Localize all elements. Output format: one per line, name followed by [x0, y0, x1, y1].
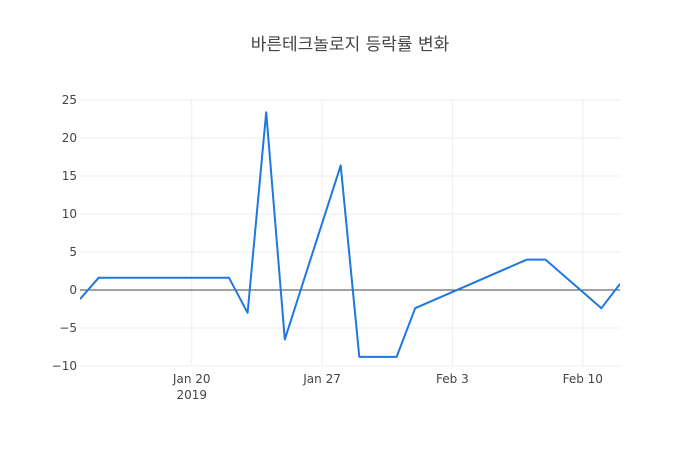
y-tick-label: 10 — [62, 207, 77, 221]
y-tick-label: 20 — [62, 131, 77, 145]
y-tick-label: −10 — [52, 359, 77, 373]
y-tick-label: −5 — [59, 321, 77, 335]
x-tick-label: Feb 3 — [436, 372, 469, 386]
series-lines — [80, 111, 620, 358]
x-tick-year-label: 2019 — [176, 388, 207, 402]
x-tick-label: Feb 10 — [563, 372, 603, 386]
x-tick-label: Jan 27 — [302, 372, 341, 386]
y-axis-ticks: −10 −5 0 5 10 15 20 25 — [52, 93, 77, 373]
y-tick-label: 15 — [62, 169, 77, 183]
chart-title: 바른테크놀로지 등락률 변화 — [251, 35, 450, 55]
x-axis-ticks: Jan 20 Jan 27 Feb 3 Feb 10 2019 — [172, 372, 603, 402]
y-tick-label: 0 — [69, 283, 77, 297]
grid-lines — [80, 99, 620, 367]
x-tick-label: Jan 20 — [172, 372, 211, 386]
y-tick-label: 5 — [69, 245, 77, 259]
y-tick-label: 25 — [62, 93, 77, 107]
series-line — [80, 111, 620, 358]
